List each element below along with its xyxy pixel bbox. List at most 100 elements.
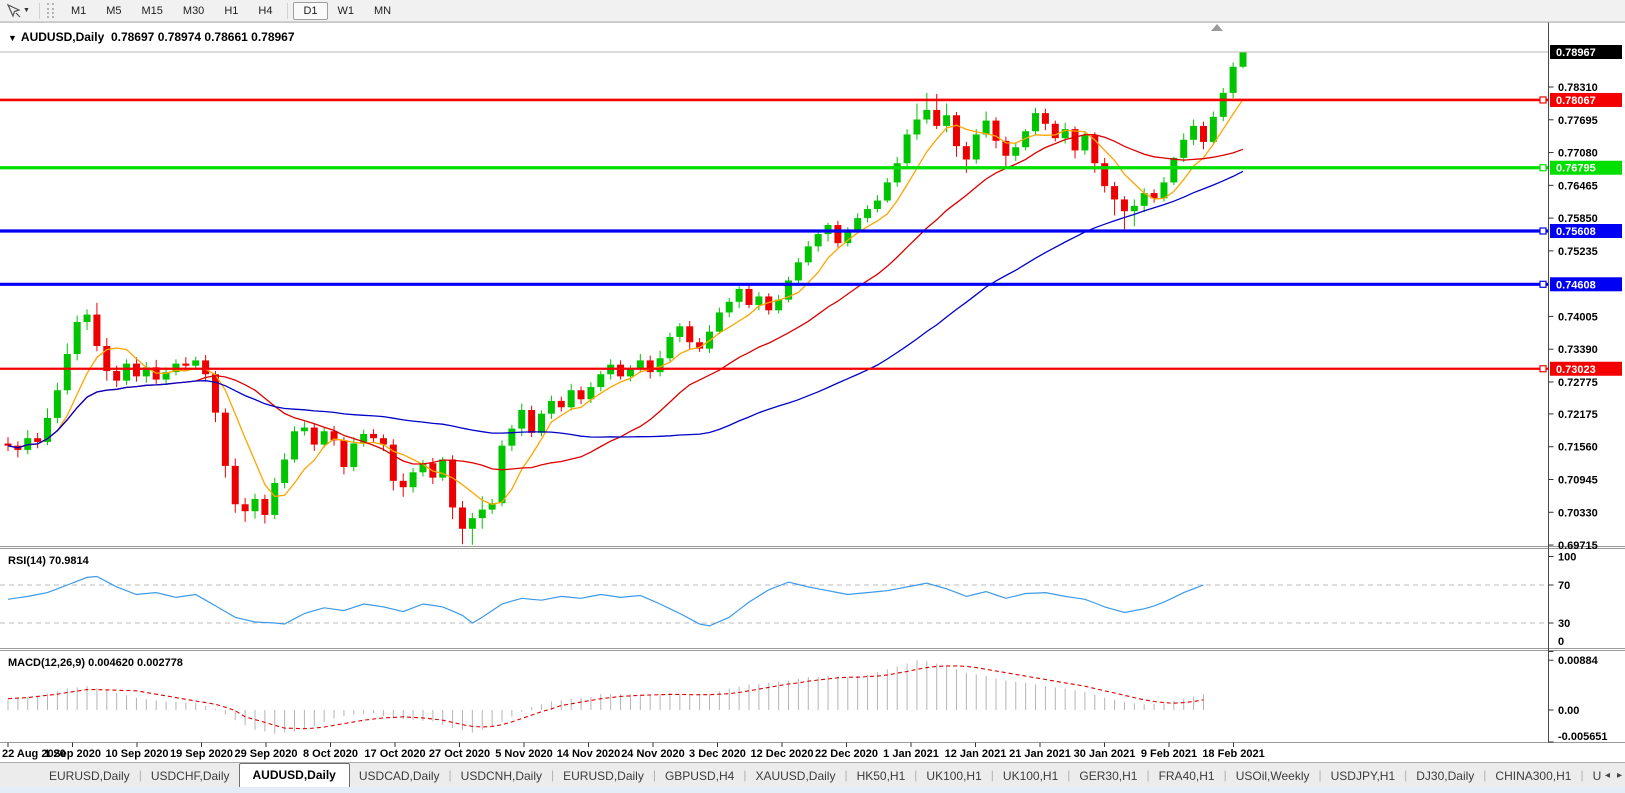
timeframe-button-m1[interactable]: M1	[70, 4, 87, 17]
tab-separator: |	[138, 767, 142, 782]
tab-separator: |	[844, 767, 848, 782]
candle-body	[834, 225, 842, 244]
candle-body	[923, 109, 931, 120]
macd-signal-line	[7, 665, 1204, 730]
chart-tab-usoil-weekly[interactable]: USOil,Weekly	[1235, 769, 1310, 783]
date-tick-label: 30 Jan 2021	[1074, 748, 1136, 760]
date-tick-label: 12 Jan 2021	[945, 748, 1007, 760]
level-price-badge	[1550, 224, 1622, 239]
candle-body	[93, 314, 101, 347]
price-tick-label: 0.78310	[1558, 82, 1598, 94]
chevron-down-icon[interactable]: ▼	[23, 7, 30, 14]
chart-tab-hk50-h1[interactable]: HK50,H1	[856, 769, 906, 783]
date-tick-label: 21 Jan 2021	[1009, 748, 1071, 760]
level-price-badge	[1550, 160, 1622, 175]
current-price-badge-text: 0.78967	[1556, 47, 1596, 59]
level-line-anchor	[1539, 96, 1547, 104]
chart-tab-ger30-h1[interactable]: GER30,H1	[1079, 769, 1138, 783]
chart-tab-dj30-daily[interactable]: DJ30,Daily	[1416, 769, 1475, 783]
price-tick-label: 0.76465	[1558, 180, 1598, 192]
timeframe-button-mn[interactable]: MN	[374, 4, 392, 17]
candle-body	[864, 209, 872, 219]
timeframe-button-m5[interactable]: M5	[106, 4, 122, 17]
candle-body	[854, 218, 862, 231]
price-tick-label: 0.71560	[1558, 442, 1598, 454]
candle-body	[291, 431, 299, 460]
candle-body	[1041, 113, 1049, 124]
candle-body	[211, 374, 219, 413]
moving-average-mid	[7, 134, 1244, 471]
timeframe-button-w1[interactable]: W1	[337, 4, 355, 17]
candle-body	[468, 518, 476, 529]
chart-tab-china300-h1[interactable]: CHINA300,H1	[1495, 769, 1572, 783]
chart-tab-fra40-h1[interactable]: FRA40,H1	[1158, 769, 1215, 783]
tabs-scroll-left-arrow[interactable]: ◂	[1604, 770, 1610, 781]
timeframe-button-h1[interactable]: H1	[224, 4, 239, 17]
candle-body	[893, 163, 901, 183]
tabs-scroll-right-arrow[interactable]: ▸	[1616, 770, 1622, 781]
candle-body	[449, 459, 457, 508]
candle-body	[202, 360, 210, 375]
candle-body	[765, 296, 773, 311]
candle-body	[1130, 205, 1138, 212]
candle-body	[1180, 139, 1188, 158]
candle-body	[439, 459, 447, 478]
chart-tab-usdcad-daily[interactable]: USDCAD,Daily	[358, 769, 440, 783]
toolbar-grip-handle[interactable]	[46, 3, 54, 18]
candle-body	[1071, 129, 1079, 151]
chart-tab-uk100-h1[interactable]: UK100,H1	[926, 769, 982, 783]
timeframe-button-h4[interactable]: H4	[258, 4, 273, 17]
collapse-triangle-icon[interactable]: ▼	[8, 33, 17, 43]
chart-title: ▼ AUDUSD,Daily 0.78697 0.78974 0.78661 0.…	[8, 30, 295, 44]
candle-body	[547, 400, 555, 414]
price-tick-label: 0.73390	[1558, 344, 1598, 356]
candle-body	[943, 115, 951, 126]
candle-body	[686, 326, 694, 343]
level-price-badge-text: 0.73023	[1556, 364, 1596, 376]
chart-tab-audusd-daily[interactable]: AUDUSD,Daily	[238, 763, 350, 788]
candle-body	[1091, 135, 1099, 164]
level-line-anchor	[1539, 227, 1547, 235]
candle-body	[567, 390, 575, 408]
candle-body	[1111, 186, 1119, 200]
chart-tab-u[interactable]: U	[1592, 769, 1602, 783]
chart-tab-usdchf-daily[interactable]: USDCHF,Daily	[150, 769, 230, 783]
chart-tab-eurusd-daily[interactable]: EURUSD,Daily	[49, 769, 130, 783]
tab-separator: |	[652, 767, 656, 782]
tab-separator: |	[1318, 767, 1322, 782]
candle-body	[844, 230, 852, 244]
candle-body	[518, 409, 526, 429]
candle-body	[34, 438, 42, 442]
candle-body	[320, 431, 328, 445]
chart-tab-xauusd-daily[interactable]: XAUUSD,Daily	[755, 769, 836, 783]
chart-tab-uk100-h1[interactable]: UK100,H1	[1002, 769, 1059, 783]
chart-tab-usdjpy-h1[interactable]: USDJPY,H1	[1330, 769, 1396, 783]
candle-body	[646, 360, 654, 373]
timeframe-button-d1[interactable]: D1	[293, 1, 328, 20]
price-tick-label: 0.70330	[1558, 507, 1598, 519]
candle-body	[251, 498, 259, 512]
chart-shift-marker-icon	[1211, 24, 1223, 31]
rsi-tick-label: 100	[1558, 552, 1576, 564]
chart-tab-gbpusd-h4[interactable]: GBPUSD,H4	[664, 769, 735, 783]
rsi-line	[7, 575, 1204, 627]
candle-body	[883, 182, 891, 201]
candle-body	[666, 336, 674, 359]
candle-body	[785, 280, 793, 300]
chart-tab-usdcnh-daily[interactable]: USDCNH,Daily	[460, 769, 543, 783]
level-price-badge-text: 0.78067	[1556, 95, 1596, 107]
timeframe-button-m30[interactable]: M30	[182, 4, 205, 17]
chart-tab-eurusd-daily[interactable]: EURUSD,Daily	[563, 769, 644, 783]
crosshair-cursor-icon[interactable]	[4, 3, 22, 19]
candle-body	[1190, 125, 1198, 140]
candle-body	[794, 262, 802, 281]
candle-body	[498, 445, 506, 504]
timeframe-buttons-group: M1 M5 M15 M30 H1 H4 D1 W1 MN	[61, 1, 401, 20]
candle-body	[873, 200, 881, 210]
candle-body	[1032, 113, 1040, 132]
candle-body	[528, 409, 536, 433]
tab-separator: |	[1223, 767, 1227, 782]
candle-body	[735, 288, 743, 302]
timeframe-button-m15[interactable]: M15	[141, 4, 163, 17]
